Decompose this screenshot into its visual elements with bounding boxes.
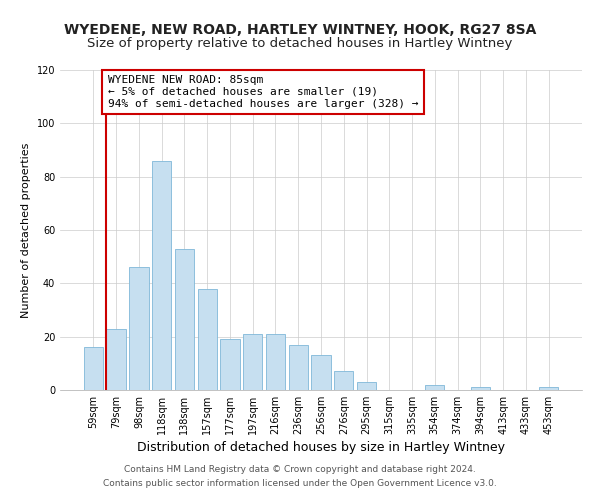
- Y-axis label: Number of detached properties: Number of detached properties: [21, 142, 31, 318]
- Bar: [470, 388, 490, 390]
- Bar: [220, 340, 239, 390]
- Bar: [106, 328, 126, 390]
- Bar: [197, 288, 217, 390]
- Bar: [175, 248, 194, 390]
- Text: WYEDENE NEW ROAD: 85sqm
← 5% of detached houses are smaller (19)
94% of semi-det: WYEDENE NEW ROAD: 85sqm ← 5% of detached…: [107, 76, 418, 108]
- X-axis label: Distribution of detached houses by size in Hartley Wintney: Distribution of detached houses by size …: [137, 441, 505, 454]
- Bar: [84, 348, 103, 390]
- Bar: [152, 160, 172, 390]
- Text: WYEDENE, NEW ROAD, HARTLEY WINTNEY, HOOK, RG27 8SA: WYEDENE, NEW ROAD, HARTLEY WINTNEY, HOOK…: [64, 22, 536, 36]
- Bar: [311, 356, 331, 390]
- Bar: [129, 268, 149, 390]
- Bar: [334, 372, 353, 390]
- Bar: [357, 382, 376, 390]
- Text: Contains HM Land Registry data © Crown copyright and database right 2024.
Contai: Contains HM Land Registry data © Crown c…: [103, 466, 497, 487]
- Bar: [539, 388, 558, 390]
- Text: Size of property relative to detached houses in Hartley Wintney: Size of property relative to detached ho…: [88, 38, 512, 51]
- Bar: [425, 384, 445, 390]
- Bar: [243, 334, 262, 390]
- Bar: [289, 344, 308, 390]
- Bar: [266, 334, 285, 390]
